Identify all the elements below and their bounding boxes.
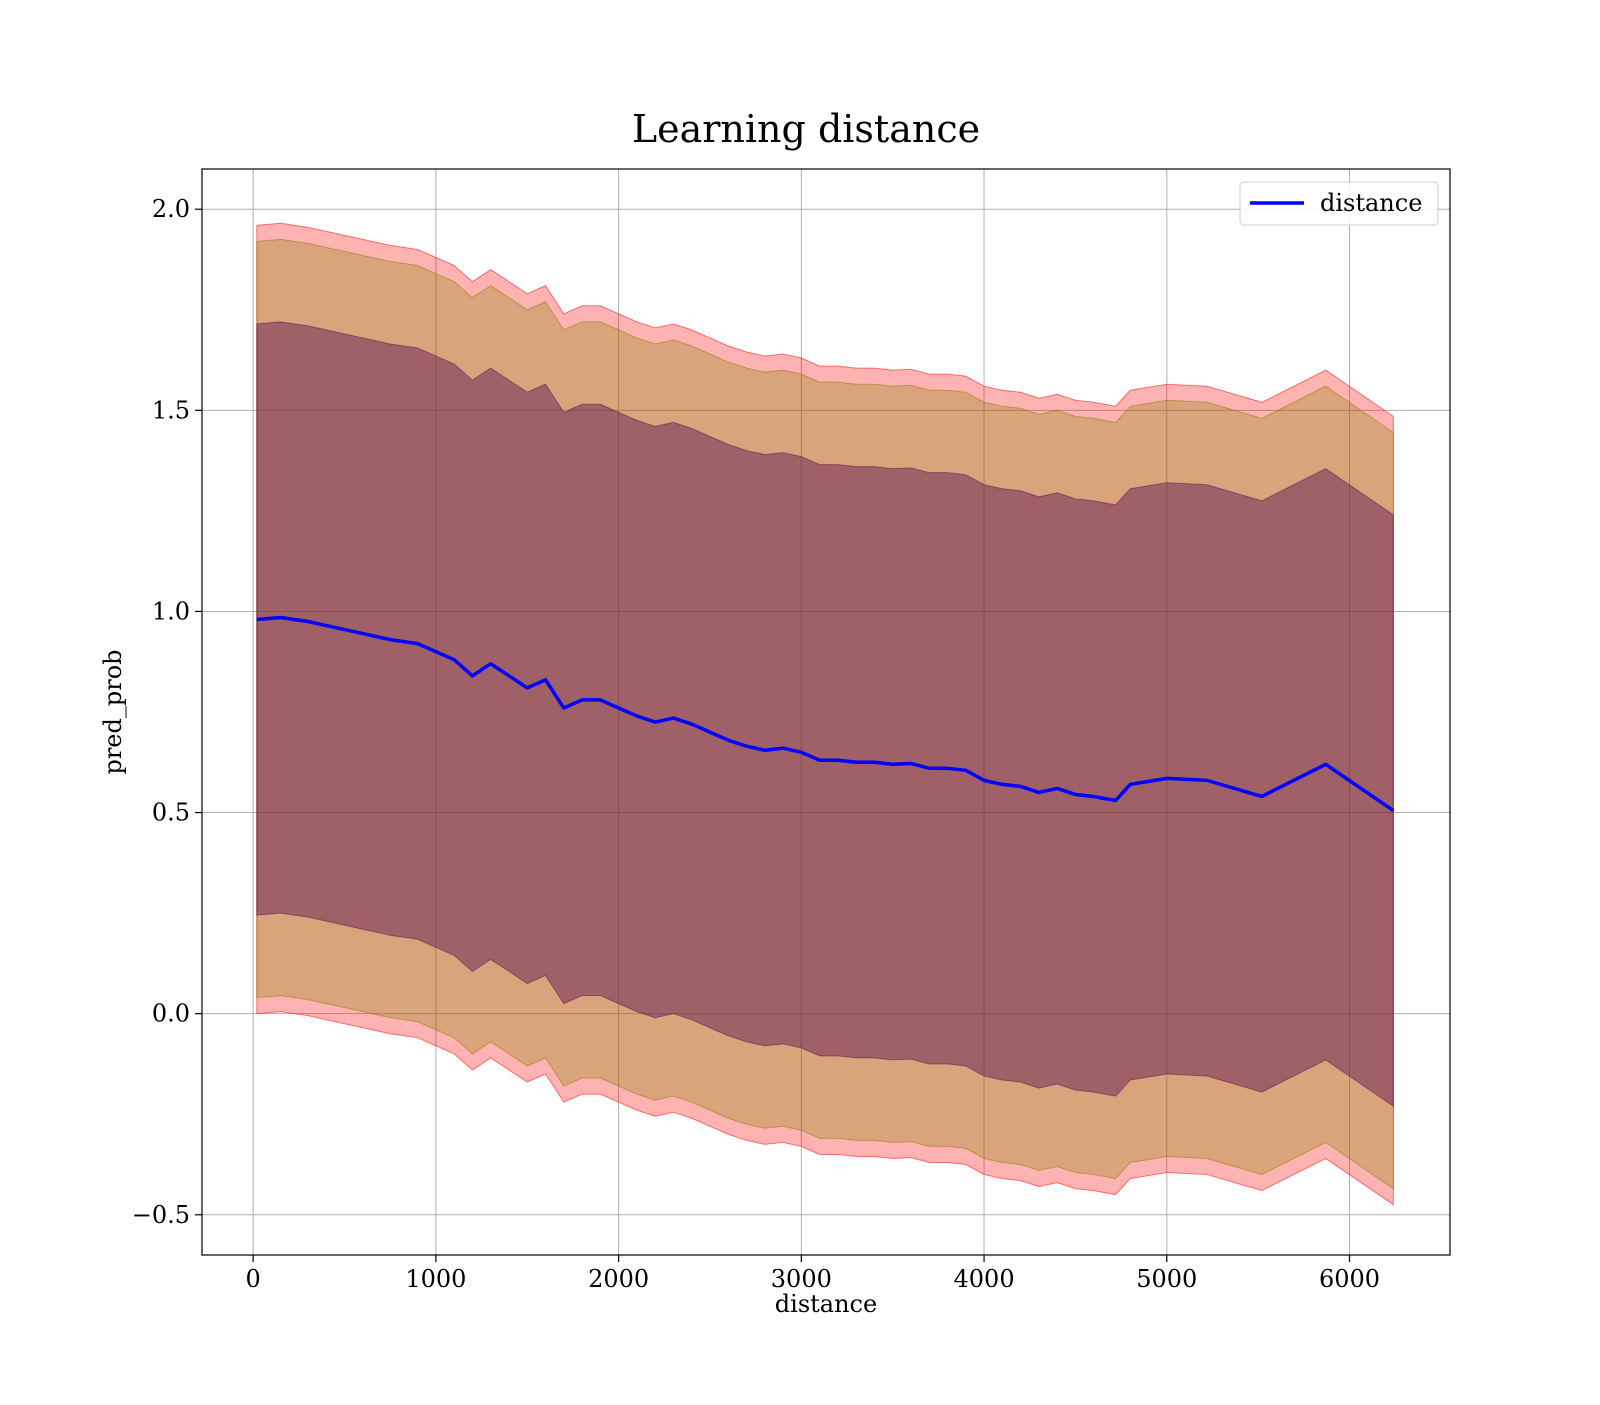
y-tick-label-5: 2.0	[152, 195, 190, 223]
legend-label-distance: distance	[1320, 189, 1422, 217]
x-axis-label: distance	[775, 1290, 877, 1318]
confidence-bands	[256, 222, 1394, 1206]
plot-frame	[201, 168, 1451, 1256]
band-1	[256, 238, 1394, 1190]
x-tick-label-6: 6000	[1319, 1265, 1380, 1293]
y-tick-label-0: −0.5	[132, 1201, 190, 1229]
series-lines	[256, 615, 1395, 812]
band-2	[256, 321, 1394, 1108]
y-tick-label-2: 0.5	[152, 799, 190, 827]
x-tick-label-5: 5000	[1136, 1265, 1197, 1293]
x-tick-label-4: 4000	[954, 1265, 1015, 1293]
y-axis-ticks: −0.5 0.0 0.5 1.0 1.5 2.0	[132, 195, 202, 1229]
y-tick-label-3: 1.0	[152, 597, 190, 625]
x-tick-label-1: 1000	[405, 1265, 466, 1293]
x-axis-ticks: 0 1000 2000 3000 4000 5000 6000	[246, 1255, 1380, 1293]
chart-title: Learning distance	[632, 107, 980, 151]
y-tick-label-4: 1.5	[152, 396, 190, 424]
x-tick-label-3: 3000	[771, 1265, 832, 1293]
x-tick-label-0: 0	[246, 1265, 261, 1293]
y-axis-label: pred_prob	[99, 649, 127, 774]
series-line-0	[256, 615, 1395, 812]
band-0	[256, 222, 1394, 1206]
x-tick-label-2: 2000	[588, 1265, 649, 1293]
y-tick-label-1: 0.0	[152, 1000, 190, 1028]
legend: distance	[1239, 181, 1439, 226]
legend-box	[1239, 181, 1439, 226]
